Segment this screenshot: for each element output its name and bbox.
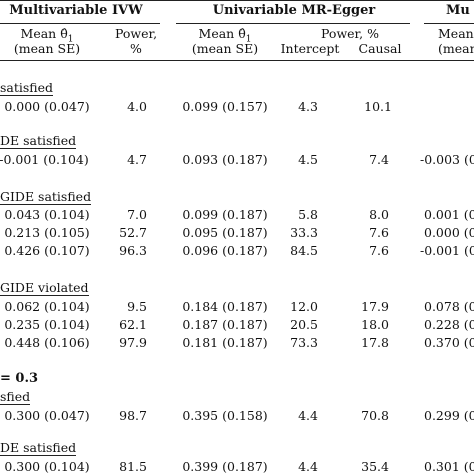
table-row: 0.448 (0.106) 97.9 0.181 (0.187) 73.3 17…	[4, 335, 474, 350]
subheader-causal: Causal	[358, 41, 402, 56]
header-bottom-rule	[0, 60, 474, 61]
section-label: GIDE violated	[0, 280, 89, 296]
section-label: GIDE satisfied	[0, 189, 92, 205]
group3-underline	[424, 23, 474, 24]
table-row: 0.235 (0.104) 62.1 0.187 (0.187) 20.5 18…	[4, 317, 474, 332]
subheader-eg-se: (mean SE)	[191, 41, 259, 56]
header-univariable-mr-egger: Univariable MR-Egger	[212, 3, 376, 18]
section-label: satisfied	[0, 80, 54, 96]
group1-underline	[0, 23, 160, 24]
table-row: 0.000 (0.047) 4.0 0.099 (0.157) 4.3 10.1	[4, 99, 392, 114]
section-label: DE satisfied	[0, 440, 77, 456]
group2-underline	[176, 23, 410, 24]
subheader-ivw-pct: %	[130, 41, 142, 56]
table-row: 0.062 (0.104) 9.5 0.184 (0.187) 12.0 17.…	[4, 299, 474, 314]
header-multivariable-ivw: Multivariable IVW	[9, 3, 143, 18]
table-row: 0.426 (0.107) 96.3 0.096 (0.187) 84.5 7.…	[4, 243, 474, 258]
section-heading: = 0.3	[0, 371, 39, 386]
table-row: 0.300 (0.104) 81.5 0.399 (0.187) 4.4 35.…	[4, 459, 474, 474]
subheader-intercept: Intercept	[280, 41, 340, 56]
top-rule	[0, 0, 474, 2]
subheader-eg-power: Power, %	[321, 26, 379, 41]
table-row: 0.213 (0.105) 52.7 0.095 (0.187) 33.3 7.…	[4, 225, 474, 240]
table-row: -0.001 (0.104) 4.7 0.093 (0.187) 4.5 7.4…	[0, 152, 474, 167]
subheader-eg-mean: Mean θ̂1	[198, 26, 252, 45]
subheader-ivw-se: (mean SE)	[13, 41, 81, 56]
subheader-mu-se: (mean SE)	[438, 41, 474, 56]
section-label: sfied	[0, 389, 31, 405]
header-multivariable-cut: Mu	[446, 3, 470, 18]
section-label: DE satisfied	[0, 133, 77, 149]
subheader-mu-mean: Mean	[438, 26, 474, 41]
table-row: 0.043 (0.104) 7.0 0.099 (0.187) 5.8 8.0 …	[4, 207, 474, 222]
table-row: 0.300 (0.047) 98.7 0.395 (0.158) 4.4 70.…	[4, 408, 474, 423]
subheader-ivw-power: Power,	[114, 26, 158, 41]
subheader-ivw-mean: Mean θ̂1	[20, 26, 74, 45]
